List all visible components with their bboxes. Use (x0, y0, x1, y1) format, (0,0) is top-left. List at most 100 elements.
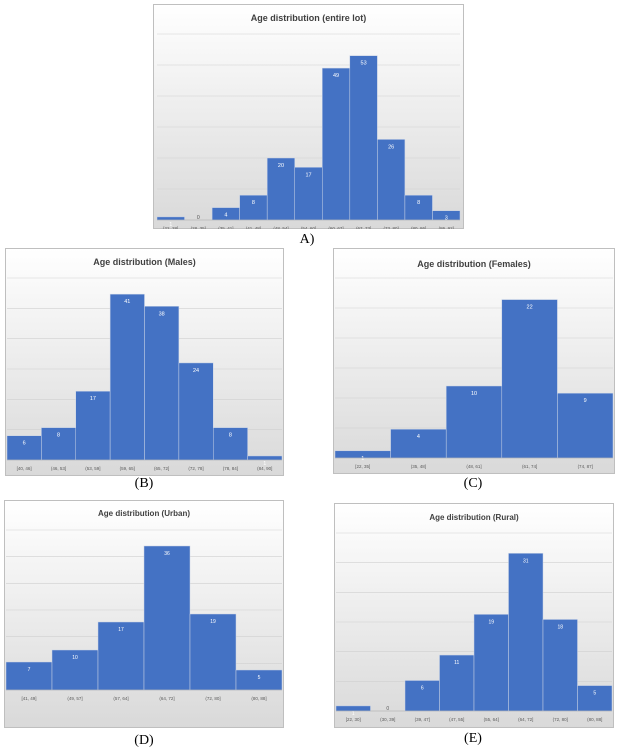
tick-label: (46, 53] (51, 466, 66, 471)
data-label: 22 (527, 305, 533, 311)
data-label: 5 (593, 691, 596, 697)
data-label: 11 (454, 660, 459, 666)
tick-label: (64, 72] (518, 717, 533, 722)
chart-panel-females: Age distribution (Females) 1 [22, 35] 4 (35,… (333, 248, 615, 474)
tick-label: (54, 60] (301, 226, 316, 229)
tick-label: (80, 88] (587, 717, 602, 722)
tick-label: (72, 78] (188, 466, 203, 471)
tick-label: [22, 35] (355, 464, 370, 469)
tick-label: (80, 86] (411, 226, 426, 229)
data-label: 10 (471, 391, 477, 397)
data-label: 26 (388, 144, 394, 150)
bar (213, 427, 248, 461)
tick-label: (80, 88] (251, 696, 266, 701)
data-label: 19 (210, 619, 216, 625)
tick-label: (74, 87] (578, 464, 593, 469)
data-label: 17 (118, 627, 124, 633)
caption-c: (C) (463, 476, 483, 491)
bar (189, 613, 237, 691)
bar (557, 392, 614, 459)
bar (322, 67, 351, 221)
tick-label: (78, 84] (223, 466, 238, 471)
tick-label: (65, 72] (154, 466, 169, 471)
bar (390, 428, 447, 459)
bar (247, 455, 283, 461)
tick-label: (35, 41] (218, 226, 233, 229)
data-label: 8 (252, 200, 255, 206)
tick-label: (67, 73] (356, 226, 371, 229)
tick-label: (59, 65] (120, 466, 135, 471)
data-label: 1 (352, 711, 355, 717)
caption-b: (B) (134, 476, 154, 491)
chart-title: Age distribution (Rural) (429, 513, 519, 522)
tick-label: (47, 55] (449, 717, 464, 722)
tick-label: (73, 80] (384, 226, 399, 229)
tick-label: (41, 48] (246, 226, 261, 229)
bar (156, 216, 185, 221)
bar (144, 306, 180, 461)
tick-label: (60, 67] (328, 226, 343, 229)
data-label: 53 (361, 61, 367, 67)
bar (501, 299, 558, 459)
chart-title: Age distribution (Males) (93, 257, 196, 267)
data-label: 1 (169, 222, 172, 228)
tick-label: [41, 49] (21, 696, 36, 701)
chart-entire-lot: Age distribution (entire lot) 1[22, 28] 0 (… (153, 4, 464, 229)
chart-panel-entire-lot: Age distribution (entire lot) 1 [22, 28] 0 (… (153, 4, 464, 229)
tick-label: (86, 92] (439, 226, 454, 229)
bar (445, 385, 503, 459)
data-label: 1 (263, 461, 266, 467)
bar (143, 545, 191, 691)
data-label: 17 (305, 172, 311, 178)
bar (542, 619, 578, 712)
chart-panel-urban: Age distribution (Urban) 7 [41, 49] 10 (49, … (4, 500, 284, 728)
tick-label: (48, 61] (466, 464, 481, 469)
data-label: 8 (417, 200, 420, 206)
bar (404, 194, 433, 221)
bar (75, 390, 111, 461)
chart-panel-rural: Age distribution (Rural) 1 [22, 30] 0 (30, 3… (334, 503, 614, 728)
tick-label: (30, 39] (380, 717, 395, 722)
data-label: 3 (445, 216, 448, 222)
data-label: 10 (72, 655, 78, 661)
data-label: 36 (164, 551, 170, 557)
data-label: 4 (417, 434, 420, 440)
bar (473, 614, 509, 712)
data-label: 8 (57, 433, 60, 439)
caption-e: (E) (464, 731, 482, 746)
data-label: 8 (229, 433, 232, 439)
bar (239, 194, 268, 221)
data-label: 4 (224, 213, 227, 219)
chart-urban: Age distribution (Urban) 7 [41, 49] 10 (49, … (4, 500, 284, 728)
bar (577, 685, 613, 712)
tick-label: (57, 64] (113, 696, 128, 701)
bar (97, 621, 145, 691)
data-label: 24 (193, 368, 199, 374)
tick-label: [40, 46] (17, 466, 32, 471)
data-label: 1 (361, 456, 364, 462)
tick-label: [22, 30] (346, 717, 361, 722)
data-label: 7 (28, 667, 31, 673)
chart-females: Age distribution (Females) 1 [22, 35] 4 (35,… (333, 248, 615, 474)
data-label: 31 (523, 558, 529, 564)
chart-rural: Age distribution (Rural) 1[22, 30] 0 (30, 3… (334, 503, 614, 728)
tick-label: (61, 74] (522, 464, 537, 469)
caption-a: A) (299, 232, 315, 247)
data-label: 20 (278, 163, 284, 169)
bar (5, 661, 53, 691)
tick-label: (48, 54] (273, 226, 288, 229)
data-label: 0 (386, 706, 389, 712)
tick-label: (84, 90] (257, 466, 272, 471)
bar (349, 55, 378, 221)
data-label: 5 (258, 675, 261, 681)
data-label: 49 (333, 73, 339, 79)
data-label: 41 (124, 299, 130, 305)
tick-label: (39, 47] (415, 717, 430, 722)
chart-title: Age distribution (Urban) (98, 509, 190, 518)
data-label: 0 (197, 215, 200, 221)
chart-title: Age distribution (entire lot) (251, 13, 367, 23)
data-label: 9 (584, 398, 587, 404)
tick-label: [22, 28] (163, 226, 178, 229)
data-label: 17 (90, 396, 96, 402)
tick-label: (72, 80] (553, 717, 568, 722)
